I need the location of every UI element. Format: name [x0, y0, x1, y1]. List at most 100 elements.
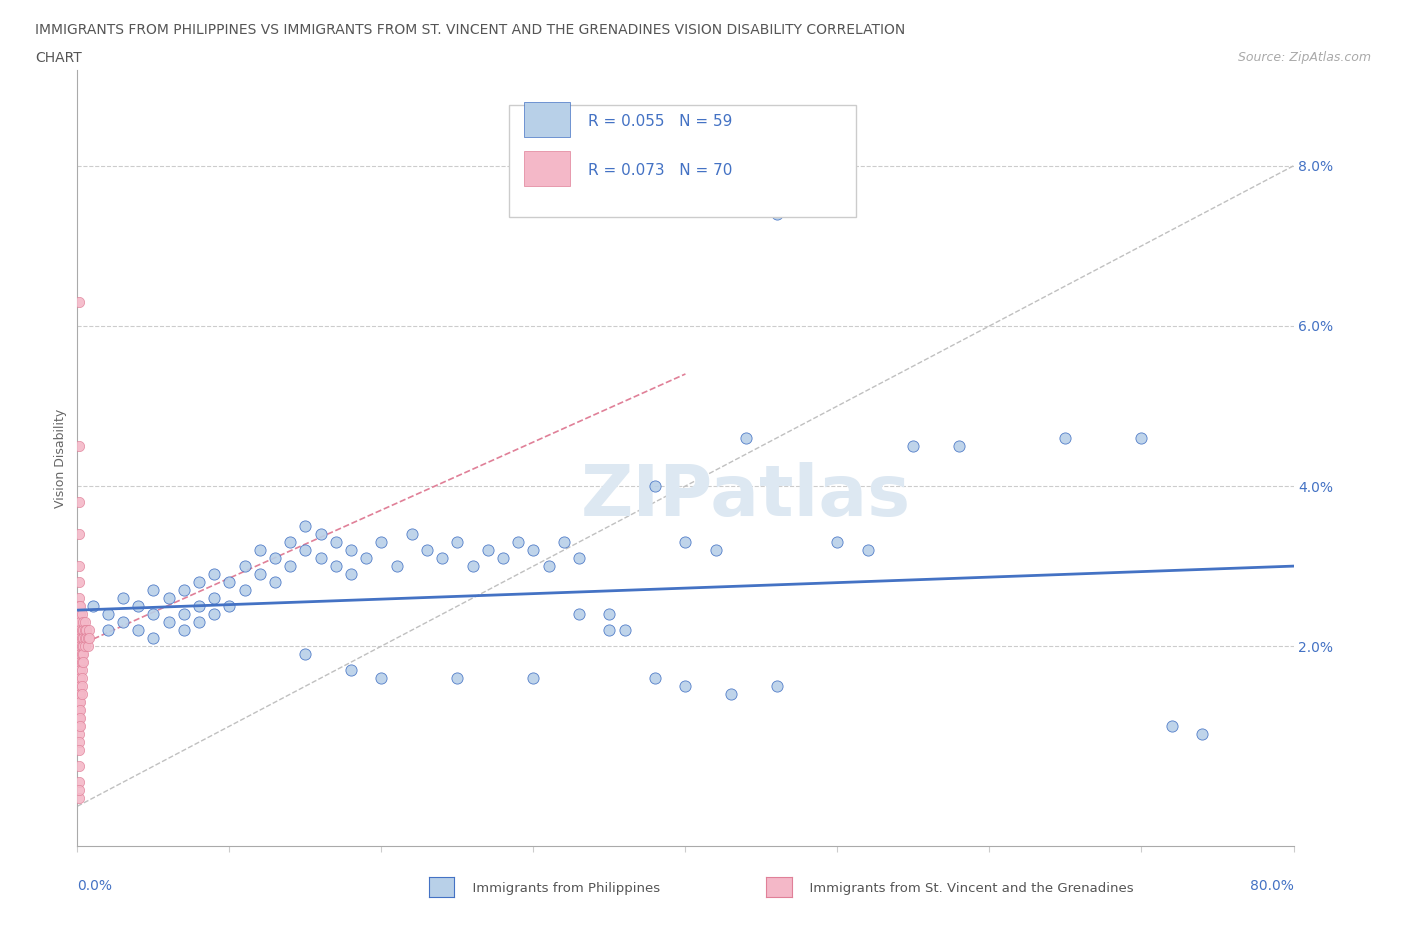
Point	[765, 679, 787, 694]
Point	[79, 623, 101, 638]
Point	[173, 606, 195, 621]
Point	[70, 686, 93, 701]
Point	[644, 479, 666, 494]
Point	[69, 655, 91, 670]
Point	[675, 679, 697, 694]
Point	[827, 535, 849, 550]
Point	[67, 495, 90, 510]
Point	[67, 719, 90, 734]
Text: Immigrants from Philippines: Immigrants from Philippines	[464, 882, 659, 895]
Text: 80.0%: 80.0%	[1250, 879, 1294, 893]
Point	[70, 646, 93, 661]
Point	[73, 615, 96, 630]
Point	[568, 551, 591, 565]
Point	[127, 599, 149, 614]
Point	[278, 559, 301, 574]
FancyBboxPatch shape	[509, 105, 856, 218]
Point	[553, 535, 575, 550]
Point	[67, 599, 90, 614]
Point	[67, 655, 90, 670]
Point	[70, 639, 93, 654]
Text: R = 0.055   N = 59: R = 0.055 N = 59	[588, 113, 733, 128]
Point	[67, 679, 90, 694]
Point	[249, 542, 271, 557]
Point	[613, 623, 636, 638]
Point	[903, 439, 925, 454]
Point	[72, 615, 94, 630]
Point	[142, 606, 165, 621]
Y-axis label: Vision Disability: Vision Disability	[53, 408, 67, 508]
Point	[70, 631, 93, 645]
Point	[67, 606, 90, 621]
Point	[142, 631, 165, 645]
Point	[264, 551, 287, 565]
Point	[97, 623, 120, 638]
Point	[69, 623, 91, 638]
Point	[1054, 431, 1077, 445]
Point	[70, 671, 93, 685]
Point	[522, 671, 544, 685]
Point	[72, 631, 94, 645]
Point	[309, 551, 332, 565]
Point	[202, 591, 225, 605]
Bar	[523, 151, 569, 186]
Point	[69, 639, 91, 654]
Point	[67, 743, 90, 758]
Text: IMMIGRANTS FROM PHILIPPINES VS IMMIGRANTS FROM ST. VINCENT AND THE GRENADINES VI: IMMIGRANTS FROM PHILIPPINES VS IMMIGRANT…	[35, 23, 905, 37]
Point	[69, 646, 91, 661]
Point	[67, 615, 90, 630]
Point	[69, 703, 91, 718]
Point	[69, 711, 91, 725]
Point	[73, 631, 96, 645]
Point	[69, 663, 91, 678]
Point	[340, 566, 363, 581]
Point	[111, 615, 134, 630]
Point	[67, 759, 90, 774]
Point	[233, 583, 256, 598]
Point	[67, 790, 90, 805]
Point	[202, 606, 225, 621]
Point	[69, 679, 91, 694]
Point	[249, 566, 271, 581]
Point	[1130, 431, 1153, 445]
Point	[446, 535, 468, 550]
Point	[77, 639, 100, 654]
Point	[432, 551, 454, 565]
Point	[1191, 726, 1213, 741]
Point	[72, 655, 94, 670]
Point	[385, 559, 408, 574]
Point	[97, 606, 120, 621]
Point	[67, 686, 90, 701]
Text: CHART: CHART	[35, 51, 82, 65]
Point	[67, 735, 90, 750]
Point	[67, 663, 90, 678]
Point	[67, 695, 90, 710]
Point	[294, 519, 316, 534]
Point	[446, 671, 468, 685]
Point	[765, 206, 787, 221]
Point	[233, 559, 256, 574]
Point	[294, 646, 316, 661]
Point	[354, 551, 377, 565]
Text: Source: ZipAtlas.com: Source: ZipAtlas.com	[1237, 51, 1371, 64]
Point	[73, 639, 96, 654]
Point	[67, 726, 90, 741]
Point	[704, 542, 727, 557]
Point	[157, 591, 180, 605]
Point	[67, 646, 90, 661]
Point	[75, 631, 97, 645]
Point	[69, 671, 91, 685]
Point	[111, 591, 134, 605]
Point	[67, 639, 90, 654]
Point	[340, 542, 363, 557]
Point	[735, 431, 758, 445]
Point	[69, 695, 91, 710]
Point	[70, 663, 93, 678]
Point	[67, 783, 90, 798]
Point	[67, 439, 90, 454]
Point	[67, 703, 90, 718]
Point	[370, 671, 392, 685]
Point	[401, 526, 423, 541]
Text: ZIPatlas: ZIPatlas	[581, 462, 911, 531]
Point	[157, 615, 180, 630]
